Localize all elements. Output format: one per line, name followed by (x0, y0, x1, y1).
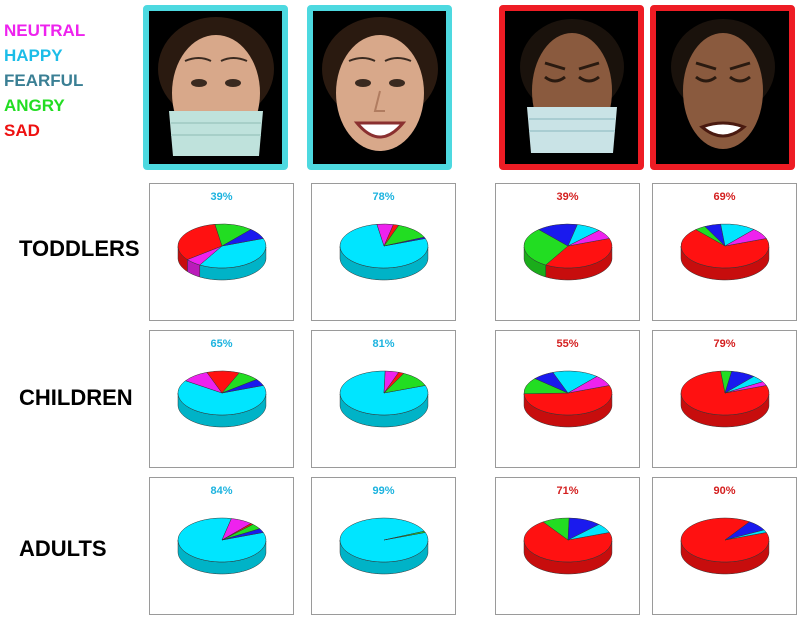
pie-panel-children-4: 79% (652, 330, 797, 468)
pie-slice-angry (523, 229, 569, 266)
pie-percent-label: 69% (713, 191, 736, 203)
pie-slice-sad (680, 229, 770, 269)
pie-slice-happy (199, 238, 267, 269)
pie-percent-label: 90% (713, 485, 736, 497)
pie-panel-toddlers-3: 39% (495, 183, 640, 321)
face-photo-sad-masked (499, 5, 644, 170)
legend-item-angry: ANGRY (4, 96, 65, 115)
pie-panel-toddlers-1: 39% (149, 183, 294, 321)
pie-slice-neutral (724, 381, 767, 394)
pie-percent-label: 78% (372, 191, 395, 203)
pie-chart (339, 517, 429, 575)
face-photo-happy-unmasked (307, 5, 452, 170)
pie-panel-adults-4: 90% (652, 477, 797, 615)
legend-item-sad: SAD (4, 121, 40, 140)
face-photo-sad-unmasked (650, 5, 795, 170)
pie-slice-angry (383, 373, 426, 394)
pie-slice-angry (383, 530, 426, 541)
pie-panel-adults-2: 99% (311, 477, 456, 615)
legend-item-fearful: FEARFUL (4, 71, 84, 90)
pie-slice-happy (177, 380, 267, 416)
emotion-legend: NEUTRAL HAPPY FEARFUL ANGRY SAD (4, 18, 85, 143)
pie-chart (339, 223, 429, 281)
pie-slice-neutral (567, 230, 610, 247)
pie-percent-label: 55% (556, 338, 579, 350)
pie-percent-label: 84% (210, 485, 233, 497)
pie-slice-fearful (383, 236, 426, 247)
pie-panel-children-1: 65% (149, 330, 294, 468)
pie-slice-sad (545, 238, 613, 269)
pie-slice-neutral (567, 376, 610, 394)
pie-chart (523, 223, 613, 281)
pie-chart (177, 223, 267, 281)
pie-panel-adults-3: 71% (495, 477, 640, 615)
pie-chart (177, 370, 267, 428)
pie-panel-toddlers-2: 78% (311, 183, 456, 321)
pie-slice-happy (177, 517, 267, 563)
pie-slice-sad (680, 517, 770, 563)
legend-item-neutral: NEUTRAL (4, 21, 86, 40)
pie-slice-happy (724, 529, 767, 541)
pie-slice-fearful (221, 379, 264, 394)
pie-slice-happy (552, 370, 598, 394)
pie-panel-children-2: 81% (311, 330, 456, 468)
pie-slice-neutral (724, 229, 767, 247)
pie-slice-sad (177, 224, 223, 260)
pie-chart (523, 517, 613, 575)
pie-percent-label: 81% (372, 338, 395, 350)
legend-item-happy: HAPPY (4, 46, 63, 65)
pie-slice-fearful (221, 528, 264, 541)
row-label-toddlers: TODDLERS (19, 236, 140, 261)
pie-percent-label: 39% (556, 191, 579, 203)
row-label-children: CHILDREN (19, 385, 133, 410)
pie-slice-happy (567, 524, 610, 541)
pie-slice-fearful (221, 229, 264, 247)
pie-slice-sad (523, 521, 613, 563)
pie-chart (339, 370, 429, 428)
pie-chart (680, 223, 770, 281)
pie-panel-children-3: 55% (495, 330, 640, 468)
face-photo-happy-masked (143, 5, 288, 170)
pie-percent-label: 71% (556, 485, 579, 497)
pie-percent-label: 39% (210, 191, 233, 203)
row-label-adults: ADULTS (19, 536, 107, 561)
pie-percent-label: 99% (372, 485, 395, 497)
pie-percent-label: 65% (210, 338, 233, 350)
pie-percent-label: 79% (713, 338, 736, 350)
pie-slice-sad (523, 385, 613, 416)
pie-chart (177, 517, 267, 575)
pie-panel-adults-1: 84% (149, 477, 294, 615)
pie-chart (680, 517, 770, 575)
pie-panel-toddlers-4: 69% (652, 183, 797, 321)
pie-chart (680, 370, 770, 428)
pie-chart (523, 370, 613, 428)
